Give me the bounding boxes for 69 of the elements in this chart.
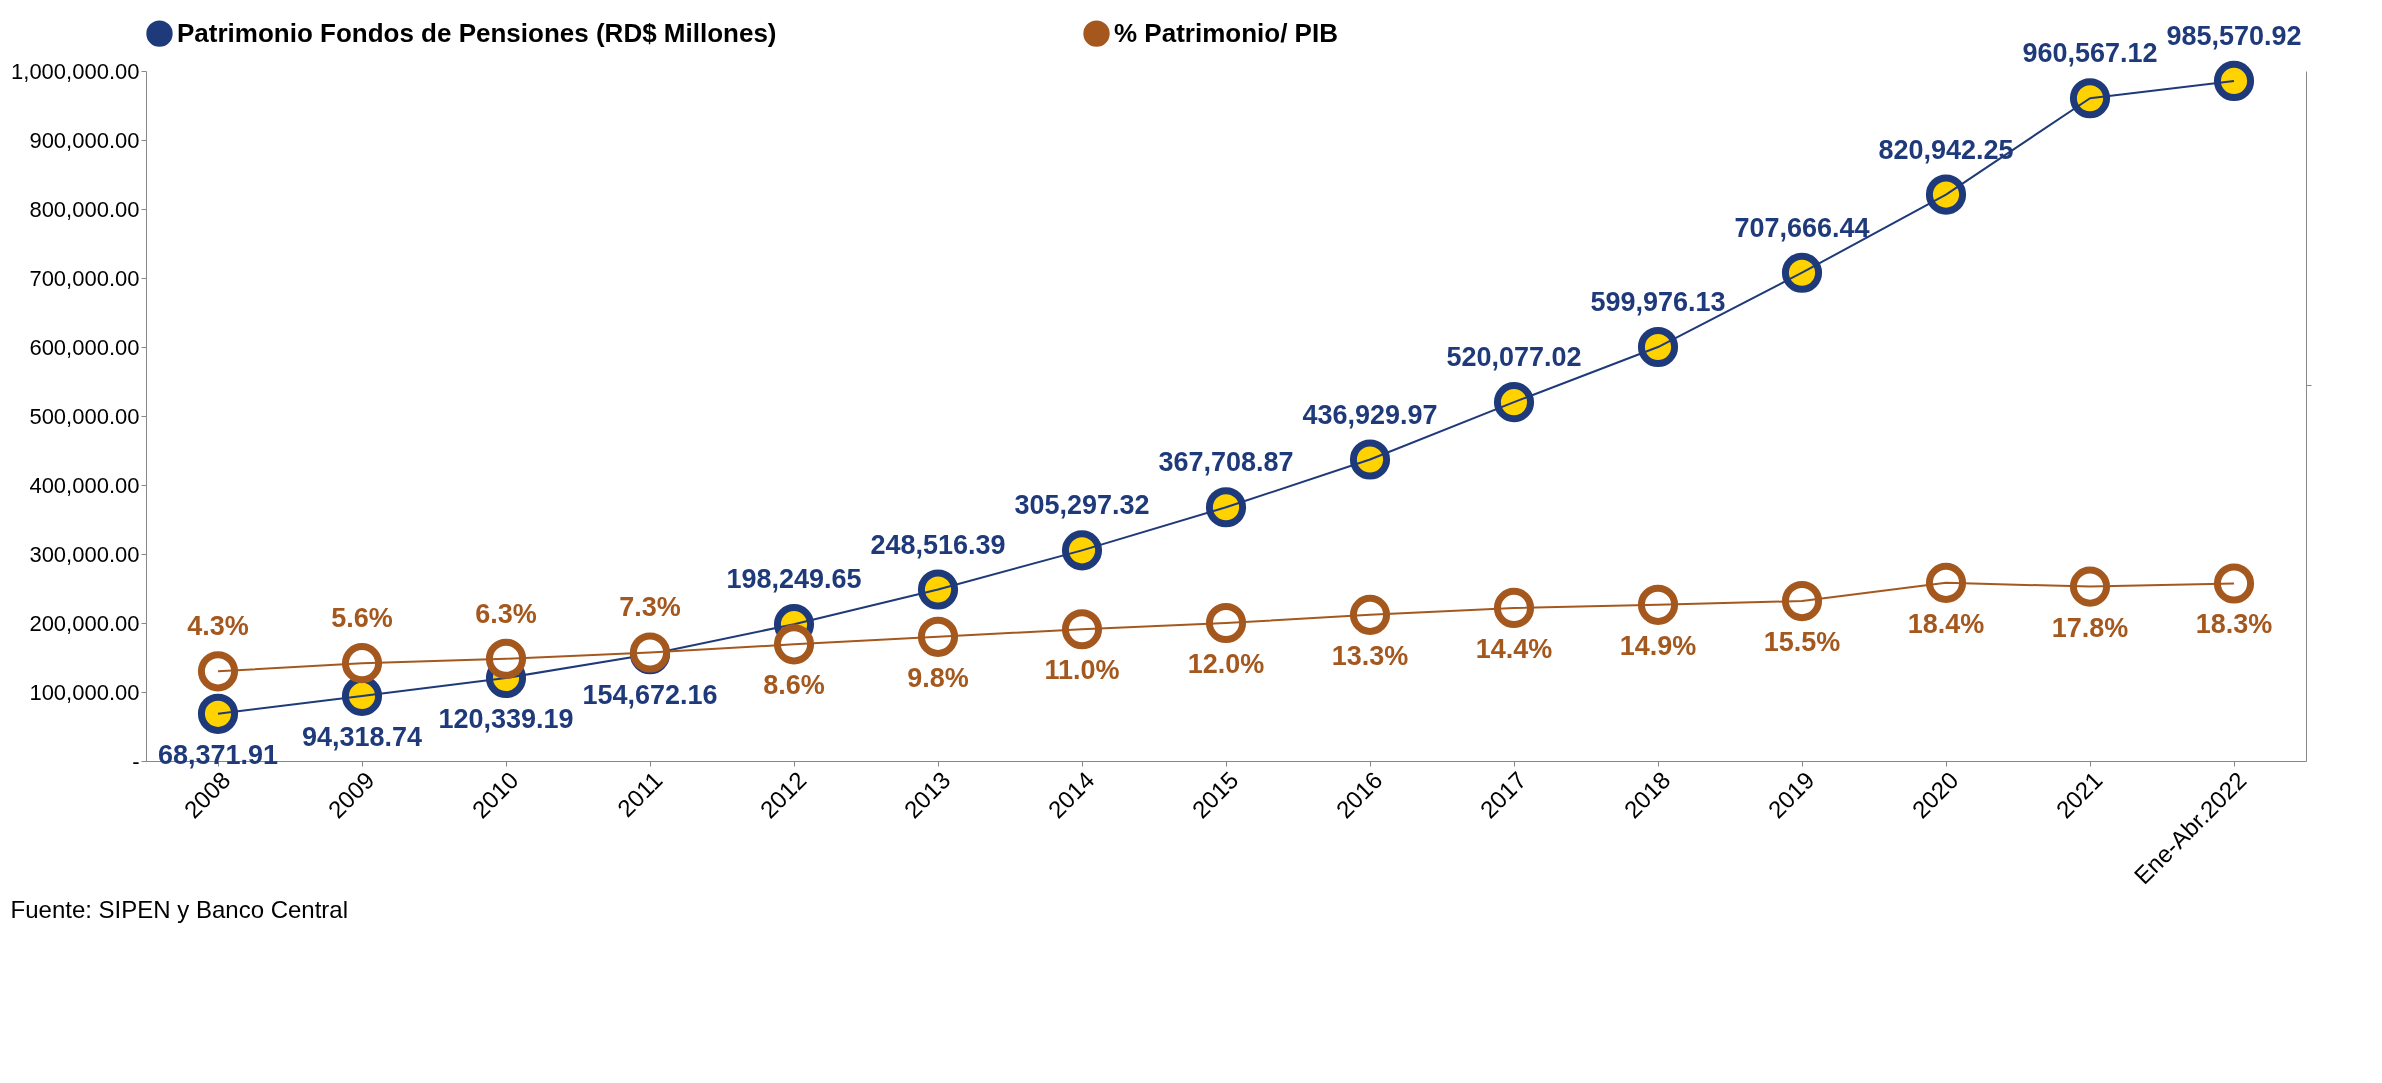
data-label: 12.0% xyxy=(1187,649,1265,679)
data-label: 960,567.12 xyxy=(2022,38,2158,69)
point xyxy=(2213,563,2255,604)
y-tick-label: 100,000.00 xyxy=(29,679,140,705)
point xyxy=(2069,566,2111,607)
data-label: 17.8% xyxy=(2051,612,2129,643)
point xyxy=(197,651,239,692)
y-tick-label: 1,000,000.00 xyxy=(11,58,140,84)
data-label: 599,976.13 xyxy=(1590,287,1726,318)
point xyxy=(917,616,959,657)
point xyxy=(1781,252,1823,293)
data-label: 11.0% xyxy=(1044,655,1120,686)
legend-label: Patrimonio Fondos de Pensiones (RD$ Millones) xyxy=(177,17,777,48)
y-tick-label: 900,000.00 xyxy=(29,127,140,153)
point xyxy=(1205,487,1247,528)
data-label: 4.3% xyxy=(187,611,249,642)
point xyxy=(917,569,959,610)
y-tick-label: - xyxy=(132,748,140,774)
point xyxy=(1637,326,1679,368)
data-label: 436,929.97 xyxy=(1302,399,1438,430)
data-label: 154,672.16 xyxy=(582,680,718,711)
legend-label: % Patrimonio/ PIB xyxy=(1114,17,1338,48)
point xyxy=(1925,174,1967,215)
point xyxy=(197,693,239,734)
point xyxy=(1061,530,1103,571)
data-label: 520,077.02 xyxy=(1446,342,1582,373)
data-label: 985,570.92 xyxy=(2166,20,2302,51)
point xyxy=(1637,584,1679,625)
data-label: 18.3% xyxy=(2195,609,2273,640)
y-tick-label: 300,000.00 xyxy=(29,541,140,567)
data-label: 68,371.91 xyxy=(157,739,279,770)
point xyxy=(485,638,527,679)
data-label: 198,249.65 xyxy=(726,564,862,595)
data-label: 8.6% xyxy=(763,670,825,701)
data-label: 367,708.87 xyxy=(1158,447,1294,478)
data-label: 9.8% xyxy=(907,662,969,693)
data-label: 94,318.74 xyxy=(301,721,423,752)
data-label: 14.4% xyxy=(1475,633,1553,664)
data-label: 18.4% xyxy=(1907,608,1985,639)
data-label: 820,942.25 xyxy=(1878,134,2014,165)
data-label: 707,666.44 xyxy=(1734,212,1870,243)
point xyxy=(1493,382,1535,423)
data-label: 13.3% xyxy=(1331,640,1409,671)
point xyxy=(341,643,383,684)
point xyxy=(2069,78,2111,119)
point xyxy=(2213,60,2255,102)
point xyxy=(1493,587,1535,628)
data-label: 305,297.32 xyxy=(1014,490,1150,521)
point xyxy=(1349,594,1391,635)
source-note: Fuente: SIPEN y Banco Central xyxy=(10,895,349,923)
data-label: 7.3% xyxy=(619,592,681,623)
point xyxy=(1781,581,1823,622)
y-tick-label: 400,000.00 xyxy=(29,472,140,498)
point xyxy=(1205,602,1247,644)
data-label: 6.3% xyxy=(475,598,537,629)
y-tick-label: 500,000.00 xyxy=(29,403,140,429)
data-label: 248,516.39 xyxy=(870,529,1006,560)
y-tick-label: 600,000.00 xyxy=(29,334,140,360)
data-label: 14.9% xyxy=(1619,630,1697,661)
data-label: 5.6% xyxy=(331,603,393,634)
point xyxy=(1925,562,1967,603)
point xyxy=(1349,439,1391,480)
point xyxy=(1061,609,1103,650)
y-tick-label: 700,000.00 xyxy=(29,265,140,291)
y-tick-label: 200,000.00 xyxy=(29,610,140,636)
data-label: 120,339.19 xyxy=(438,703,574,734)
y-tick-label: 800,000.00 xyxy=(29,196,140,222)
data-label: 15.5% xyxy=(1763,627,1841,658)
point xyxy=(773,624,815,665)
